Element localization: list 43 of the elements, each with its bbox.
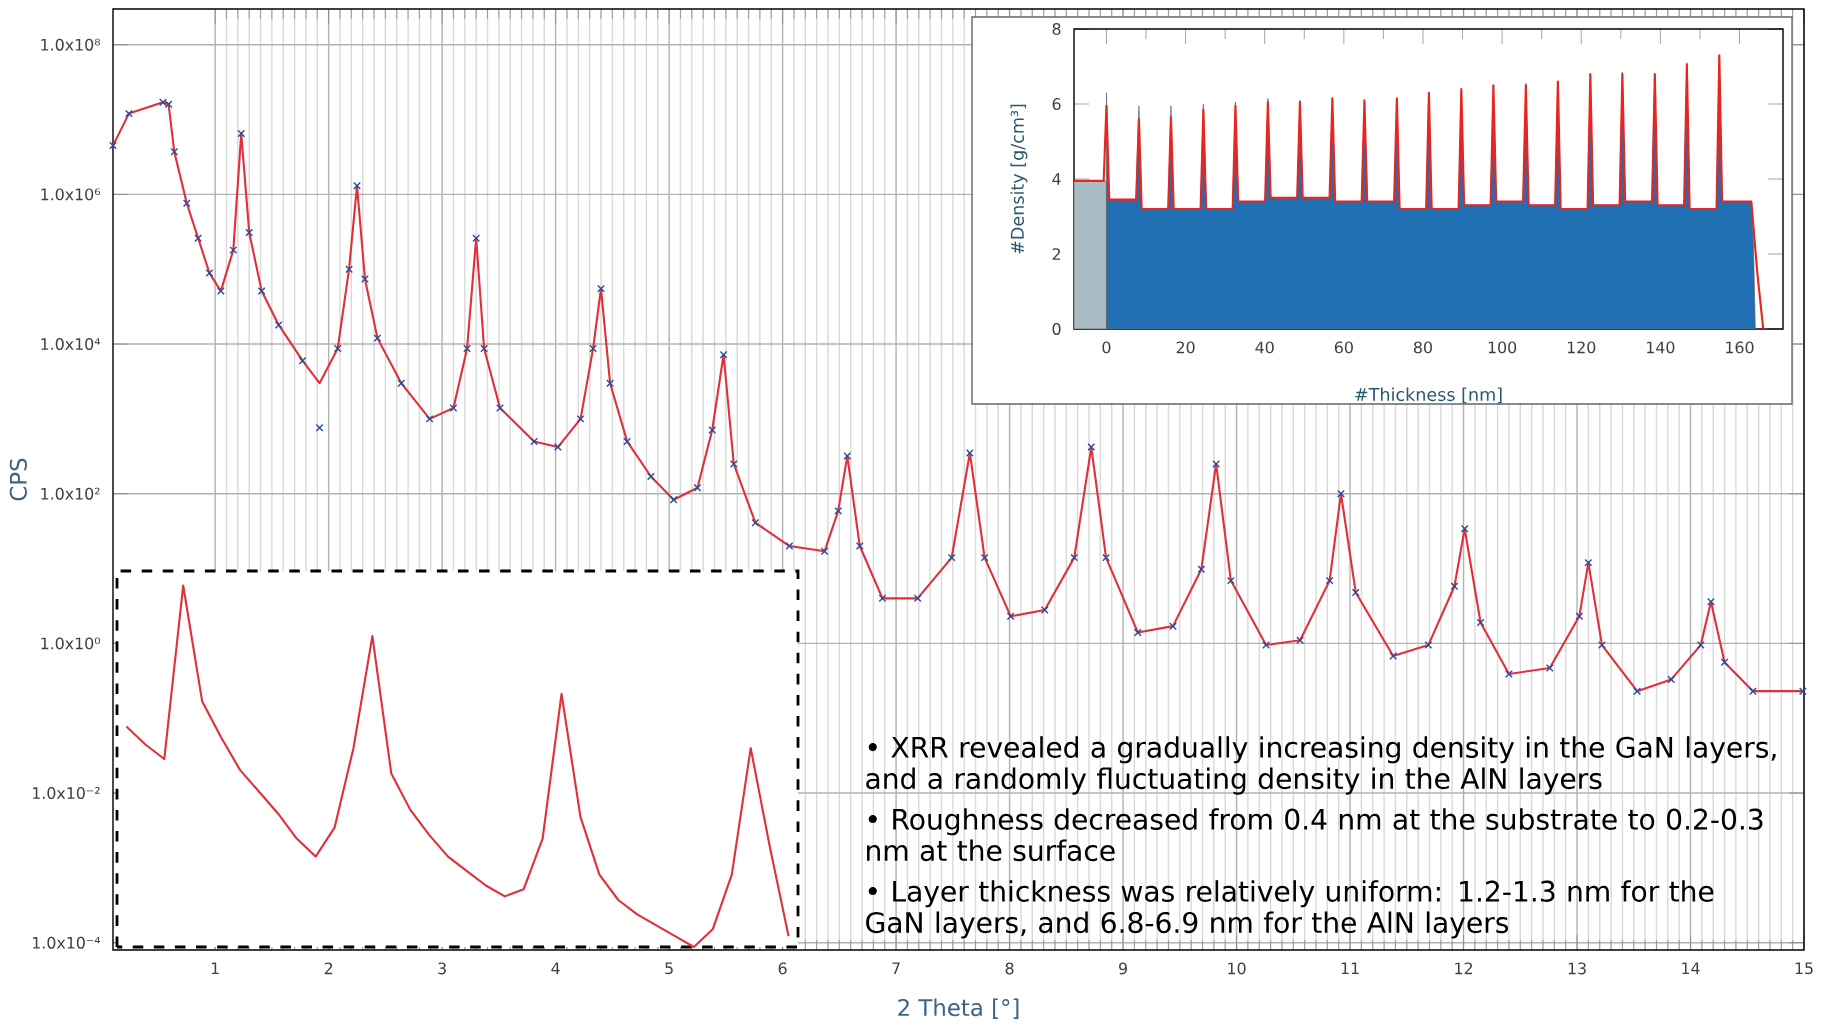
x-tick-label: 13 (1568, 962, 1586, 975)
y-tick-label: 1.0x10⁰ (41, 637, 101, 650)
x-tick-label: 4 (551, 962, 560, 974)
x-tick-label: 11 (1341, 962, 1359, 974)
x-axis-title: 2 Theta [°] (898, 998, 1019, 1019)
x-tick-label: 6 (778, 962, 787, 975)
y-tick-label: 6 (1052, 98, 1061, 110)
y-tick-label: 1.0x10² (41, 487, 100, 500)
x-tick-label: 60 (1334, 341, 1353, 354)
y-tick-label: 1.0x10⁶ (41, 188, 101, 201)
y-tick-label: 4 (1052, 173, 1061, 185)
annotation: • Layer thickness was relatively uniform: 1.2-1.3 nm for the GaN layers, and 6.8-6.9 nm for the AlN layers (866, 880, 1714, 939)
x-tick-label: 160 (1726, 341, 1754, 354)
x-tick-label: 14 (1682, 962, 1700, 974)
x-axis-title: #Thickness [nm] (1355, 387, 1502, 404)
x-tick-label: 2 (324, 962, 333, 975)
y-axis-title: #Density [g/cm³] (1010, 104, 1028, 254)
x-tick-label: 40 (1255, 341, 1274, 354)
x-tick-label: 80 (1413, 341, 1433, 354)
x-tick-label: 0 (1102, 341, 1111, 354)
y-tick-label: 8 (1052, 23, 1061, 35)
x-tick-label: 15 (1795, 962, 1813, 975)
annotation: • Roughness decreased from 0.4 nm at the substrate to 0.2-0.3 nm at the surface (867, 808, 1763, 862)
x-tick-label: 100 (1488, 341, 1517, 354)
y-tick-label: 1.0x10⁻⁴ (33, 936, 101, 949)
x-tick-label: 9 (1119, 962, 1127, 975)
y-tick-label: 0 (1052, 323, 1061, 335)
x-tick-label: 12 (1455, 962, 1473, 975)
x-tick-label: 120 (1567, 341, 1596, 354)
x-tick-label: 10 (1228, 962, 1246, 975)
x-tick-label: 7 (892, 962, 900, 974)
x-tick-label: 20 (1176, 341, 1195, 354)
x-tick-label: 3 (438, 962, 446, 975)
y-tick-label: 1.0x10⁻² (33, 787, 100, 800)
y-axis-title: CPS (9, 458, 27, 501)
y-tick-label: 1.0x10⁴ (41, 338, 101, 351)
y-tick-label: 2 (1052, 248, 1061, 260)
x-tick-label: 8 (1005, 962, 1014, 975)
x-tick-label: 140 (1647, 341, 1675, 354)
annotation: • XRR revealed a gradually increasing density in the GaN layers, and a randomly fluctuating density in the AlN layers (866, 736, 1776, 795)
y-tick-label: 1.0x10⁸ (41, 38, 101, 51)
x-tick-label: 1 (211, 962, 219, 974)
x-tick-label: 5 (665, 962, 673, 975)
